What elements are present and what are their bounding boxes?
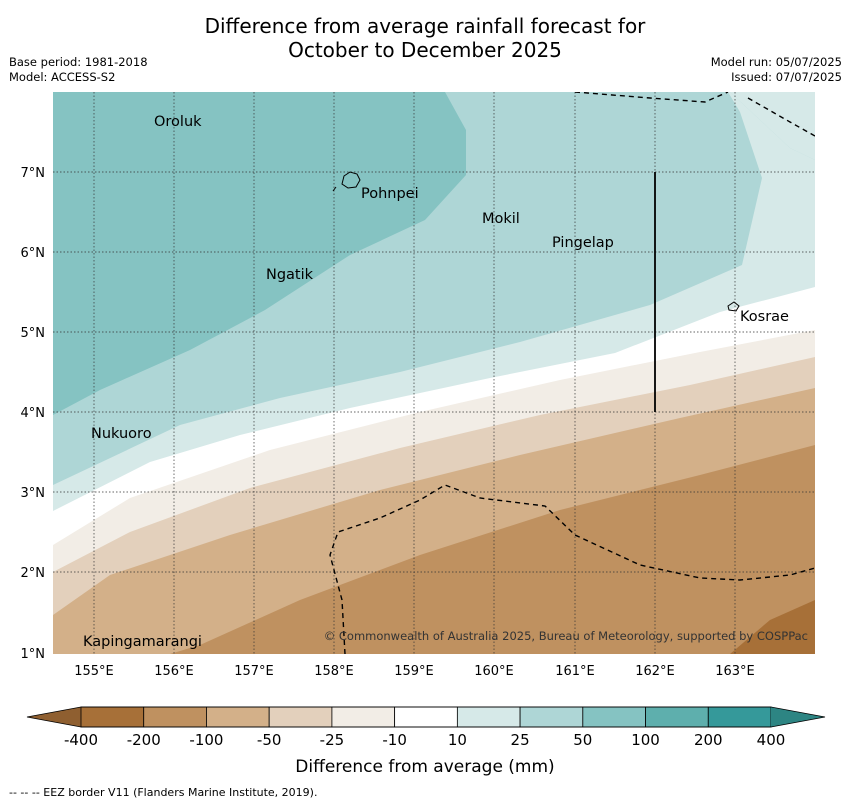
lat-label: 5°N: [21, 326, 46, 341]
colorbar-tick-label: -200: [127, 731, 161, 749]
colorbar: -400 -200 -100 -50 -25 -10 10 25 50 100 200 400 Dif…: [26, 706, 826, 777]
colorbar-box: [582, 706, 646, 728]
place-kapingamarangi: Kapingamarangi: [83, 634, 202, 650]
lon-label: 163°E: [715, 664, 755, 679]
colorbar-tick-label: -50: [257, 731, 282, 749]
kosrae-outline: [727, 301, 740, 312]
place-ngatik: Ngatik: [266, 267, 314, 283]
colorbar-tick-label: 25: [511, 731, 530, 749]
colorbar-box: [456, 706, 521, 728]
colorbar-tick-label: -100: [189, 731, 223, 749]
colorbar-box: [645, 706, 709, 728]
issued-date: Issued: 07/07/2025: [731, 70, 842, 84]
colorbar-tick-label: -25: [320, 731, 345, 749]
colorbar-box: [707, 706, 772, 728]
colorbar-box: [143, 706, 207, 728]
place-pohnpei: Pohnpei: [361, 186, 419, 202]
colorbar-tick-label: 400: [757, 731, 786, 749]
rainfall-map: Oroluk Pohnpei Mokil Pingelap Ngatik Kos…: [21, 92, 826, 777]
colorbar-box: [268, 706, 333, 728]
model-name: Model: ACCESS-S2: [9, 70, 116, 84]
colorbar-tick-label: 50: [573, 731, 592, 749]
lon-label: 155°E: [74, 664, 114, 679]
colorbar-title: Difference from average (mm): [295, 757, 554, 777]
meta-left: Base period: 1981-2018 Model: ACCESS-S2: [9, 55, 148, 85]
lat-label: 7°N: [21, 166, 46, 181]
place-oroluk: Oroluk: [154, 114, 202, 130]
map-title: Difference from average rainfall forecas…: [0, 14, 850, 62]
lat-axis-labels: 7°N 6°N 5°N 4°N 3°N 2°N 1°N: [21, 166, 46, 662]
place-pingelap: Pingelap: [552, 235, 614, 251]
colorbar-tick-label: 200: [694, 731, 723, 749]
lat-label: 4°N: [21, 406, 46, 421]
place-labels: Oroluk Pohnpei Mokil Pingelap Ngatik Kos…: [83, 114, 789, 650]
colorbar-outline: [26, 706, 826, 728]
pohnpei-islet: [332, 186, 337, 192]
eez-borders: [329, 92, 815, 654]
colorbar-extend-low: [27, 707, 81, 727]
title-line-1: Difference from average rainfall forecas…: [204, 14, 646, 38]
band-plus-50: [53, 92, 466, 415]
lon-label: 157°E: [234, 664, 274, 679]
shaded-contours: [53, 92, 815, 654]
colorbar-tick-label: -10: [382, 731, 407, 749]
colorbar-box: [394, 706, 458, 728]
lon-axis-labels: 155°E 156°E 157°E 158°E 159°E 160°E 161°…: [74, 664, 755, 679]
colorbar-box: [206, 706, 270, 728]
lat-label: 6°N: [21, 246, 46, 261]
colorbar-ticks: -400 -200 -100 -50 -25 -10 10 25 50 100 200 400: [64, 731, 785, 749]
pohnpei-outline: [341, 171, 361, 189]
meta-right: Model run: 05/07/2025 Issued: 07/07/2025: [711, 55, 842, 85]
lon-label: 162°E: [635, 664, 675, 679]
copyright-notice: © Commonwealth of Australia 2025, Bureau…: [324, 629, 808, 643]
colorbar-tick-label: 100: [631, 731, 660, 749]
lon-label: 160°E: [474, 664, 514, 679]
colorbar-extend-high: [771, 707, 825, 727]
title-line-2: October to December 2025: [288, 38, 562, 62]
eez-footnote: -- -- -- EEZ border V11 (Flanders Marine…: [9, 786, 318, 799]
base-period: Base period: 1981-2018: [9, 55, 148, 69]
place-kosrae: Kosrae: [740, 309, 789, 325]
colorbar-boxes: [80, 706, 772, 728]
model-run: Model run: 05/07/2025: [710, 55, 842, 69]
place-nukuoro: Nukuoro: [91, 426, 152, 442]
band-plus-10-topright: [730, 92, 815, 160]
colorbar-tick-label: -400: [64, 731, 98, 749]
lon-label: 159°E: [394, 664, 434, 679]
colorbar-tick-label: 10: [448, 731, 467, 749]
lat-label: 2°N: [21, 566, 46, 581]
lat-label: 3°N: [21, 486, 46, 501]
lon-label: 161°E: [555, 664, 595, 679]
colorbar-box: [331, 706, 396, 728]
colorbar-box: [80, 706, 145, 728]
place-mokil: Mokil: [482, 211, 520, 227]
lat-label: 1°N: [21, 647, 46, 662]
colorbar-box: [519, 706, 584, 728]
lon-label: 156°E: [154, 664, 194, 679]
lon-label: 158°E: [314, 664, 354, 679]
